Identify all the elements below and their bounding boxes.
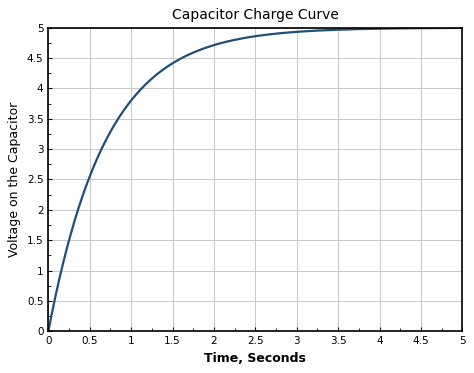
X-axis label: Time, Seconds: Time, Seconds [204,352,306,365]
Title: Capacitor Charge Curve: Capacitor Charge Curve [172,8,339,22]
Y-axis label: Voltage on the Capacitor: Voltage on the Capacitor [9,102,21,257]
